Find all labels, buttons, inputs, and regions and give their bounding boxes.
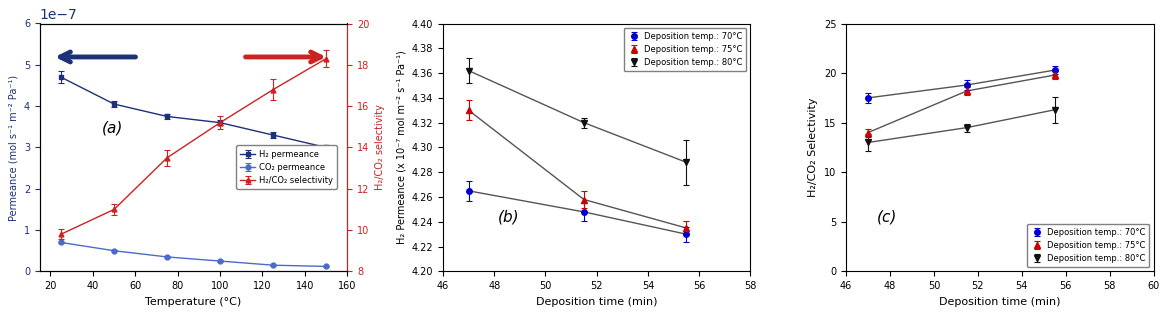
Y-axis label: H₂/CO₂ selectivity: H₂/CO₂ selectivity [375,105,385,190]
X-axis label: Deposition time (min): Deposition time (min) [536,297,658,307]
Text: (b): (b) [499,210,520,225]
Text: (c): (c) [877,210,897,225]
X-axis label: Deposition time (min): Deposition time (min) [939,297,1061,307]
Text: (a): (a) [102,121,123,135]
Legend: Deposition temp.: 70°C, Deposition temp.: 75°C, Deposition temp.: 80°C: Deposition temp.: 70°C, Deposition temp.… [1027,224,1149,267]
Y-axis label: Permeance (mol s⁻¹ m⁻² Pa⁻¹): Permeance (mol s⁻¹ m⁻² Pa⁻¹) [8,74,19,220]
Legend: H₂ permeance, CO₂ permeance, H₂/CO₂ selectivity: H₂ permeance, CO₂ permeance, H₂/CO₂ sele… [236,146,338,189]
Y-axis label: H₂/CO₂ Selectivity: H₂/CO₂ Selectivity [808,98,819,197]
Legend: Deposition temp.: 70°C, Deposition temp.: 75°C, Deposition temp.: 80°C: Deposition temp.: 70°C, Deposition temp.… [624,28,746,71]
X-axis label: Temperature (°C): Temperature (°C) [146,297,242,307]
Y-axis label: H₂ Permeance (x 10⁻⁷ mol m⁻² s⁻¹ Pa⁻¹): H₂ Permeance (x 10⁻⁷ mol m⁻² s⁻¹ Pa⁻¹) [396,51,406,244]
